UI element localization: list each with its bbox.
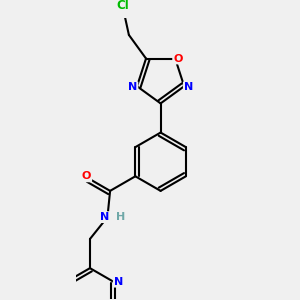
Text: Cl: Cl [116,0,129,12]
Text: N: N [128,82,137,92]
Text: N: N [100,212,109,222]
Text: N: N [114,277,123,287]
Text: O: O [173,53,182,64]
Text: O: O [82,171,91,182]
Text: H: H [116,212,125,222]
Text: N: N [184,82,193,92]
